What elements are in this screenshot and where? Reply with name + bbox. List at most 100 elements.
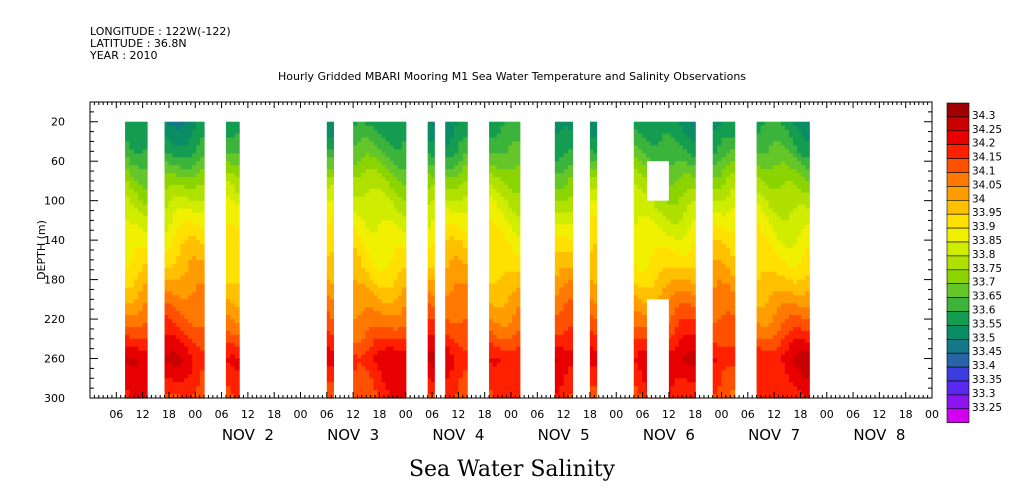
salinity-cell: [682, 326, 688, 332]
salinity-cell: [682, 129, 688, 135]
salinity-cell: [712, 303, 718, 308]
salinity-cell: [188, 133, 193, 139]
salinity-cell: [489, 394, 494, 399]
salinity-cell: [492, 157, 498, 162]
salinity-cell: [225, 125, 231, 131]
salinity-cell: [670, 390, 676, 395]
salinity-cell: [670, 350, 676, 356]
salinity-cell: [353, 271, 358, 277]
salinity-cell: [184, 386, 189, 391]
salinity-cell: [430, 342, 435, 348]
salinity-cell: [369, 121, 374, 127]
salinity-cell: [563, 338, 569, 344]
salinity-cell: [373, 362, 379, 368]
salinity-cell: [192, 149, 197, 154]
salinity-cell: [427, 192, 432, 198]
salinity-cell: [138, 200, 144, 206]
salinity-cell: [589, 192, 594, 198]
salinity-cell: [512, 216, 517, 221]
salinity-cell: [674, 362, 680, 368]
salinity-cell: [687, 283, 692, 289]
salinity-cell: [393, 350, 399, 356]
salinity-cell: [500, 346, 506, 352]
salinity-cell: [430, 279, 435, 285]
salinity-cell: [172, 232, 177, 237]
salinity-cell: [401, 350, 407, 356]
salinity-cell: [230, 208, 236, 214]
salinity-cell: [427, 307, 432, 312]
salinity-cell: [674, 208, 680, 214]
salinity-cell: [458, 176, 464, 182]
salinity-cell: [125, 169, 131, 174]
salinity-cell: [445, 354, 451, 360]
salinity-cell: [670, 244, 676, 249]
salinity-cell: [717, 315, 723, 320]
salinity-cell: [515, 354, 521, 360]
salinity-cell: [326, 311, 331, 316]
salinity-cell: [326, 212, 331, 218]
salinity-cell: [496, 291, 502, 296]
salinity-cell: [361, 358, 366, 364]
salinity-cell: [666, 279, 672, 285]
salinity-cell: [172, 386, 177, 391]
salinity-cell: [658, 212, 664, 218]
salinity-cell: [687, 334, 692, 340]
salinity-cell: [496, 180, 502, 186]
salinity-cell: [691, 271, 696, 277]
salinity-cell: [180, 208, 185, 214]
salinity-cell: [234, 326, 240, 332]
salinity-cell: [458, 232, 464, 237]
salinity-cell: [691, 149, 696, 154]
salinity-cell: [230, 279, 236, 285]
salinity-cell: [176, 208, 181, 214]
salinity-cell: [678, 169, 684, 174]
salinity-cell: [142, 378, 148, 383]
salinity-cell: [717, 358, 723, 364]
salinity-cell: [188, 129, 193, 135]
salinity-cell: [188, 323, 193, 328]
salinity-cell: [196, 326, 201, 332]
salinity-cell: [492, 192, 498, 198]
salinity-cell: [500, 184, 506, 190]
salinity-cell: [641, 342, 647, 348]
salinity-cell: [427, 145, 432, 150]
salinity-cell: [225, 279, 231, 285]
salinity-cell: [658, 121, 664, 127]
salinity-cell: [234, 315, 240, 320]
salinity-cell: [357, 173, 362, 178]
salinity-cell: [462, 287, 468, 293]
salinity-cell: [196, 141, 201, 147]
salinity-cell: [687, 374, 692, 379]
salinity-cell: [225, 255, 231, 261]
salinity-cell: [172, 315, 177, 320]
salinity-cell: [712, 358, 718, 364]
salinity-cell: [133, 295, 139, 300]
salinity-cell: [589, 180, 594, 186]
salinity-cell: [430, 358, 435, 364]
salinity-cell: [138, 173, 144, 178]
salinity-cell: [196, 350, 201, 356]
salinity-cell: [361, 263, 366, 269]
salinity-cell: [670, 145, 676, 150]
salinity-cell: [184, 330, 189, 336]
salinity-cell: [492, 224, 498, 229]
salinity-cell: [666, 311, 672, 316]
salinity-cell: [230, 133, 236, 139]
salinity-cell: [712, 248, 718, 253]
salinity-cell: [589, 338, 594, 344]
salinity-cell: [717, 236, 723, 241]
salinity-cell: [234, 212, 240, 218]
salinity-cell: [377, 338, 383, 344]
salinity-cell: [133, 240, 139, 245]
salinity-cell: [453, 125, 459, 131]
salinity-cell: [180, 188, 185, 194]
salinity-cell: [554, 358, 560, 364]
salinity-cell: [192, 133, 197, 139]
salinity-cell: [717, 141, 723, 147]
salinity-cell: [330, 240, 334, 245]
salinity-cell: [196, 212, 201, 218]
salinity-cell: [225, 303, 231, 308]
salinity-cell: [666, 157, 672, 162]
salinity-cell: [449, 145, 455, 150]
salinity-cell: [172, 307, 177, 312]
